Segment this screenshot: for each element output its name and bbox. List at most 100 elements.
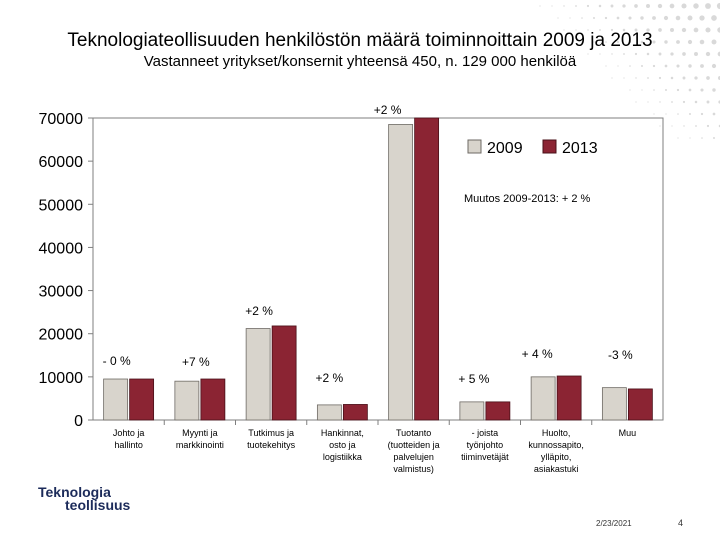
bar-2013 — [414, 117, 440, 421]
bar-2013 — [485, 401, 511, 421]
decor-dot — [641, 65, 643, 67]
decor-dot — [717, 51, 720, 57]
decor-dot — [653, 89, 655, 91]
decor-dot — [569, 17, 571, 19]
decor-dot — [699, 39, 705, 45]
bar-2013 — [342, 404, 368, 421]
decor-dot — [712, 112, 716, 116]
decor-dot — [664, 40, 668, 44]
decor-dot — [634, 52, 638, 56]
decor-dot — [695, 125, 697, 127]
decor-dot — [646, 28, 650, 32]
decor-dot — [652, 64, 656, 68]
decor-dot — [689, 113, 691, 115]
decor-dot — [604, 16, 608, 20]
bar-2013 — [556, 375, 582, 421]
decor-dot — [693, 27, 699, 33]
footer-date: 2/23/2021 — [596, 519, 632, 528]
decor-dot — [653, 113, 655, 115]
bar-change-label: -3 % — [608, 348, 633, 362]
decor-dot — [646, 52, 650, 56]
decor-dot — [640, 40, 644, 44]
decor-dot — [563, 5, 565, 7]
decor-dot — [688, 88, 692, 92]
decor-dot — [705, 51, 711, 57]
decor-dot — [705, 27, 711, 33]
decor-dot — [629, 89, 631, 91]
category-label: Tutkimus ja tuotekehitys — [247, 428, 296, 450]
decor-dot — [616, 16, 620, 20]
category-label: Johto ja hallinto — [113, 428, 145, 450]
decor-dot — [700, 64, 704, 68]
decor-dot — [575, 5, 577, 7]
bar-2009 — [174, 380, 200, 421]
category-label: Muu — [619, 428, 637, 438]
category-label: Myynti ja markkinointi — [176, 428, 224, 450]
bar-2013 — [129, 378, 155, 421]
y-tick-label: 70000 — [39, 111, 84, 128]
decor-dot — [705, 3, 711, 9]
decor-dot — [694, 76, 698, 80]
decor-dot — [647, 101, 649, 103]
decor-dot — [711, 15, 717, 21]
decor-dot — [716, 2, 720, 10]
bar-change-label: +2 % — [245, 304, 273, 318]
decor-dot — [706, 124, 710, 128]
category-label: Hankinnat, osto ja logistiikka — [321, 428, 364, 462]
y-tick-label: 0 — [74, 413, 83, 430]
logo-line2: teollisuus — [65, 497, 131, 513]
page-number: 4 — [678, 518, 684, 528]
decor-dot — [622, 4, 626, 8]
bar-change-label: + 4 % — [522, 347, 553, 361]
decor-dot — [611, 53, 613, 55]
decor-dot — [599, 29, 601, 31]
decor-dot — [610, 4, 614, 8]
decor-dot — [575, 29, 577, 31]
decor-dot — [659, 125, 661, 127]
decor-dot — [700, 88, 704, 92]
legend-swatch-2009 — [467, 139, 482, 154]
decor-dot — [676, 64, 680, 68]
y-tick-label: 30000 — [39, 284, 84, 301]
decor-dot — [681, 27, 687, 33]
bar-2009 — [103, 378, 129, 421]
bar-2009 — [316, 404, 342, 421]
decor-dot — [635, 101, 637, 103]
decor-dot — [694, 52, 698, 56]
decor-dot — [693, 3, 699, 9]
decor-dot — [593, 41, 595, 43]
category-label: - joista työnjohto tiiminvetäjät — [461, 428, 509, 462]
decor-dot — [664, 64, 668, 68]
decor-dot — [581, 17, 583, 19]
bar-2009 — [601, 387, 627, 421]
decor-dot — [622, 28, 626, 32]
decor-dot — [677, 137, 679, 139]
decor-dot — [682, 52, 686, 56]
decor-dot — [610, 28, 614, 32]
decor-dot — [682, 76, 686, 80]
decor-dot — [647, 77, 649, 79]
y-tick-label: 50000 — [39, 197, 84, 214]
bar-2009 — [459, 401, 485, 421]
change-annotation: Muutos 2009-2013: + 2 % — [464, 193, 590, 205]
decor-dot — [712, 88, 716, 92]
slide-subtitle: Vastanneet yritykset/konsernit yhteensä … — [143, 53, 577, 70]
decor-dot — [605, 41, 607, 43]
company-logo: Teknologia teollisuus — [38, 485, 131, 513]
decor-dot — [551, 5, 553, 7]
decor-dot — [659, 101, 661, 103]
decor-dot — [677, 113, 679, 115]
decor-dot — [586, 4, 590, 8]
decor-dot — [665, 89, 667, 91]
decor-dot — [670, 52, 674, 56]
decor-dot — [681, 3, 687, 9]
category-label: Huolto, kunnossapito, ylläpito, asiakastuki — [528, 428, 584, 474]
decor-dot — [711, 63, 717, 69]
decor-dot — [563, 29, 565, 31]
y-tick-label: 40000 — [39, 240, 84, 257]
decor-dot — [671, 101, 673, 103]
slide-title: Teknologiateollisuuden henkilöstön määrä… — [67, 30, 653, 51]
decor-dot — [676, 40, 680, 44]
